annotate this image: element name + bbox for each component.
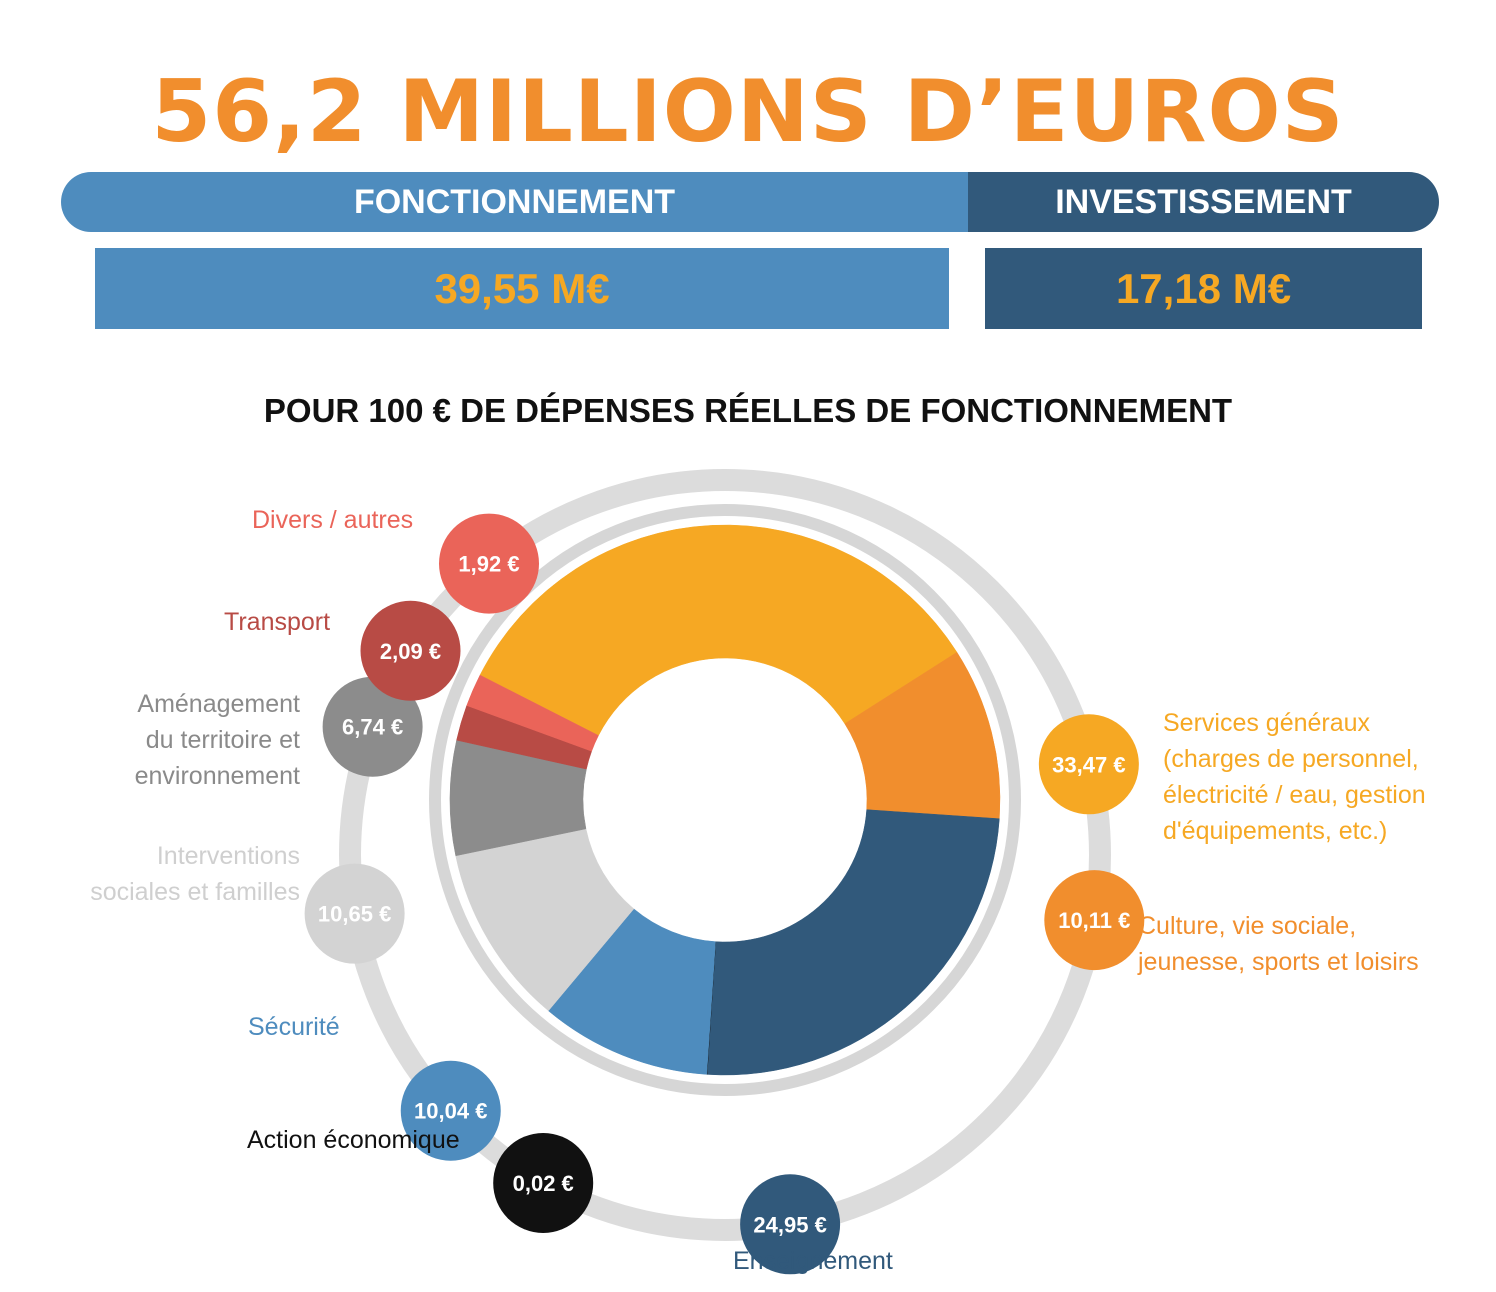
slice-divers-autres — [466, 674, 599, 752]
bubble-value-amenagement-du-territoire: 6,74 € — [342, 715, 403, 740]
bubble-divers-autres — [439, 513, 540, 614]
bubble-value-interventions-sociales-et: 10,65 € — [318, 902, 391, 927]
bubble-value-transport: 2,09 € — [380, 639, 441, 664]
label-transport: Transport — [224, 608, 331, 636]
label-amenagement: Aménagement du territoire et environneme… — [60, 686, 300, 794]
investissement-value: 17,18 M€ — [985, 248, 1422, 329]
bubble-enseignement — [740, 1174, 841, 1275]
bubble-securite — [400, 1060, 501, 1161]
bubbles-group: 33,47 € 10,11 € 24,95 € 0,02 € 10,04 € 10,65 … — [304, 513, 1145, 1275]
chart-title: POUR 100 € DE DÉPENSES RÉELLES DE FONCTI… — [263, 392, 1233, 429]
bubble-value-securite: 10,04 € — [414, 1099, 487, 1124]
bubble-value-services-generaux-charges: 33,47 € — [1052, 752, 1125, 777]
label-divers: Divers / autres — [252, 506, 414, 534]
investissement-header: INVESTISSEMENT — [968, 172, 1439, 232]
label-culture-line2: jeunesse, sports et loisirs — [1138, 948, 1419, 976]
bubble-culture-vie-sociale — [1044, 870, 1145, 971]
main-title: 56,2 MILLIONS D’EUROS — [151, 62, 1345, 162]
label-amenagement-line1: Aménagement — [137, 690, 300, 718]
bubble-value-action-economique: 0,02 € — [513, 1171, 574, 1196]
outer-ring — [339, 469, 1111, 1241]
label-interventions-line2: sociales et familles — [90, 878, 300, 906]
bubble-action-economique — [493, 1132, 594, 1233]
fonctionnement-value: 39,55 M€ — [95, 248, 949, 329]
bubble-value-culture-vie-sociale: 10,11 € — [1058, 908, 1130, 933]
bubble-services-generaux-charges — [1038, 714, 1139, 815]
label-services-line1: Services généraux — [1163, 709, 1371, 737]
label-amenagement-line2: du territoire et — [145, 726, 300, 754]
fonctionnement-header: FONCTIONNEMENT — [61, 172, 968, 232]
label-interventions: Interventions sociales et familles — [60, 838, 300, 910]
label-services-line4: d'équipements, etc.) — [1163, 817, 1388, 845]
slices-group — [449, 524, 1001, 1076]
bubble-transport — [360, 600, 461, 701]
bubble-amenagement-du-territoire — [322, 676, 423, 777]
slice-enseignement — [706, 809, 1000, 1076]
label-culture: Culture, vie sociale, jeunesse, sports e… — [1138, 908, 1419, 980]
label-services-line2: (charges de personnel, — [1163, 745, 1419, 773]
label-culture-line1: Culture, vie sociale, — [1138, 912, 1357, 940]
bubble-interventions-sociales-et — [304, 863, 405, 964]
bubble-value-divers-autres: 1,92 € — [458, 552, 519, 577]
label-securite: Sécurité — [248, 1013, 340, 1041]
label-amenagement-line3: environnement — [134, 762, 300, 790]
bubble-value-enseignement: 24,95 € — [753, 1212, 826, 1237]
label-services: Services généraux (charges de personnel,… — [1163, 705, 1426, 849]
label-interventions-line1: Interventions — [156, 842, 300, 870]
label-enseignement: Enseignement — [733, 1247, 893, 1275]
donut-outline — [429, 504, 1021, 1096]
label-action: Action économique — [247, 1126, 460, 1154]
label-services-line3: électricité / eau, gestion — [1163, 781, 1426, 809]
slice-services-generaux-charges — [479, 524, 958, 736]
